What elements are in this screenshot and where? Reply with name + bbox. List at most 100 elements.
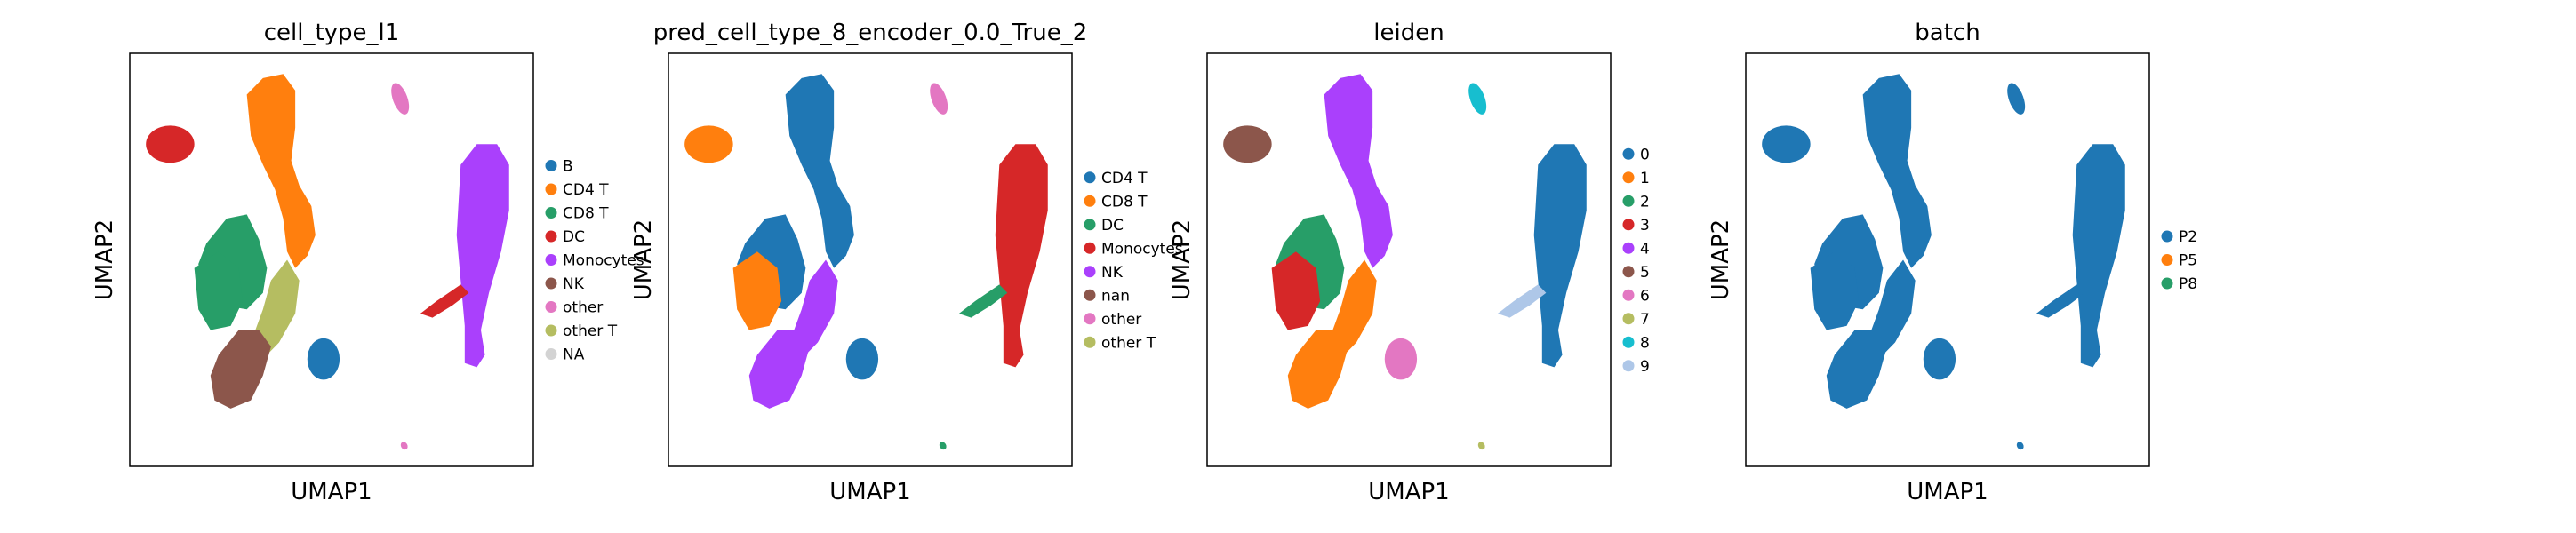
legend-item: 6 [1622, 287, 1650, 305]
legend-marker [1622, 171, 1635, 184]
cluster-p2 [1762, 125, 1811, 163]
cluster-nk [748, 330, 810, 409]
legend-item: NK [1084, 264, 1124, 282]
legend-item: 3 [1622, 217, 1650, 235]
cluster-other [930, 83, 948, 115]
legend-label: other [1101, 311, 1141, 329]
cluster-dc [958, 284, 1008, 318]
cluster-cd8-t [194, 251, 244, 330]
legend-marker [545, 160, 557, 171]
y-axis-label: UMAP2 [1708, 219, 1734, 300]
cluster-other [391, 83, 410, 115]
umap-panel-2: pred_cell_type_8_encoder_0.0_True_2 UMAP1… [630, 20, 1183, 505]
legend-label: other T [1101, 334, 1156, 352]
cluster-cd8-t [684, 125, 733, 163]
legend-item: 1 [1622, 170, 1650, 187]
cluster-7 [1477, 442, 1485, 450]
cluster-points [1223, 74, 1587, 450]
legend-label: Monocytes [1101, 240, 1183, 258]
plot-frame [1745, 52, 2150, 467]
legend-item: CD8 T [1084, 193, 1148, 211]
legend-item: 7 [1622, 311, 1650, 329]
panel-title: cell_type_l1 [264, 20, 400, 46]
plot-frame [1206, 52, 1612, 467]
legend-label: 8 [1640, 334, 1650, 352]
legend-item: nan [1084, 287, 1130, 305]
x-axis-label: UMAP1 [291, 479, 372, 505]
cluster-dc [939, 442, 947, 450]
legend-label: NK [1101, 264, 1124, 282]
x-axis-label: UMAP1 [1368, 479, 1449, 505]
legend-item: CD8 T [545, 205, 609, 223]
legend-item: 4 [1622, 240, 1650, 258]
legend-label: P5 [2179, 252, 2197, 270]
cluster-4 [1324, 74, 1393, 268]
legend-item: CD4 T [545, 181, 609, 199]
legend-marker [1084, 195, 1096, 207]
legend-label: NA [563, 346, 585, 364]
legend-label: CD8 T [563, 205, 609, 223]
legend-marker [1084, 219, 1096, 231]
cluster-p2 [2072, 144, 2125, 368]
umap-panel-4: batch UMAP1 UMAP2 P2 P5 P8 [1708, 20, 2197, 505]
cluster-5 [1223, 125, 1272, 163]
legend-item: 9 [1622, 358, 1650, 376]
x-axis-label: UMAP1 [829, 479, 910, 505]
legend-label: NK [563, 275, 585, 293]
cluster-other [400, 442, 408, 450]
legend-marker [1084, 266, 1096, 278]
legend-item: P2 [2161, 228, 2197, 246]
legend-marker [1622, 336, 1635, 348]
cluster-nk [789, 259, 838, 360]
cluster-p2 [1810, 251, 1860, 330]
cluster-8 [1468, 83, 1487, 115]
cluster-points [684, 74, 1048, 450]
legend-marker [1084, 313, 1096, 325]
legend-marker [545, 230, 557, 243]
legend-item: DC [1084, 217, 1124, 235]
panel-title: batch [1915, 20, 1980, 46]
cluster-dc [146, 125, 195, 163]
legend-marker [1622, 242, 1635, 254]
legend-marker [1622, 266, 1635, 278]
legend-marker [2161, 230, 2173, 243]
cluster-6 [1384, 338, 1418, 380]
legend-item: 5 [1622, 264, 1650, 282]
legend: P2 P5 P8 [2161, 228, 2197, 293]
legend-item: 2 [1622, 193, 1650, 211]
umap-panel-3: leiden UMAP1 UMAP2 0 1 2 3 4 5 6 7 8 9 [1169, 20, 1650, 505]
cluster-p2 [2007, 83, 2026, 115]
legend-item: DC [545, 228, 585, 246]
cluster-monocytes [995, 144, 1048, 368]
legend-label: 4 [1640, 240, 1650, 258]
panel-title: leiden [1373, 20, 1444, 46]
legend-item: P8 [2161, 275, 2197, 293]
legend-item: other T [545, 322, 618, 340]
cluster-1 [1287, 330, 1348, 409]
legend-marker [1084, 336, 1096, 348]
cluster-p2 [2016, 442, 2024, 450]
legend-item: 8 [1622, 334, 1650, 352]
legend-label: CD8 T [1101, 193, 1148, 211]
cluster-b [307, 338, 340, 380]
cluster-cd4-t [246, 74, 316, 268]
cluster-cd4-t [785, 74, 854, 268]
legend-marker [1622, 313, 1635, 325]
panel-title: pred_cell_type_8_encoder_0.0_True_2 [653, 20, 1087, 46]
legend-label: other T [563, 322, 618, 340]
cluster-points [146, 74, 509, 450]
legend-item: NK [545, 275, 585, 293]
legend-item: other T [1084, 334, 1156, 352]
legend-marker [2161, 254, 2173, 266]
cluster-1 [1328, 259, 1377, 360]
cluster-p2 [1867, 259, 1916, 360]
legend-item: Monocytes [545, 252, 644, 270]
legend-item: Monocytes [1084, 240, 1183, 258]
legend-label: P2 [2179, 228, 2197, 246]
legend-item: other [1084, 311, 1141, 329]
legend-marker [545, 324, 557, 337]
legend-label: 2 [1640, 193, 1650, 211]
legend-item: B [545, 158, 573, 176]
legend-marker [545, 207, 557, 219]
legend-marker [545, 301, 557, 313]
